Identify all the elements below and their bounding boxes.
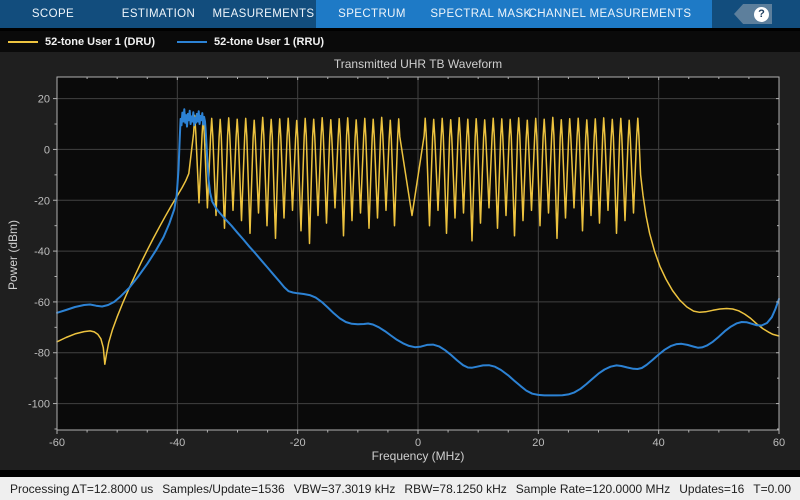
toolstrip-tabbar: SCOPE ESTIMATION MEASUREMENTS SPECTRUM S… (0, 0, 800, 28)
question-mark-icon: ? (754, 7, 769, 22)
tab-group-active: SPECTRUM SPECTRAL MASK CHANNEL MEASUREME… (316, 0, 712, 28)
svg-text:-80: -80 (34, 348, 50, 360)
svg-text:20: 20 (532, 437, 544, 449)
status-vbw: VBW=37.3019 kHz (294, 482, 396, 496)
tab-spectral-mask[interactable]: SPECTRAL MASK (428, 0, 534, 28)
y-axis-label: Power (dBm) (6, 145, 22, 365)
figure-panel: 52-tone User 1 (DRU) 52-tone User 1 (RRU… (0, 31, 800, 470)
tab-estimation[interactable]: ESTIMATION (106, 0, 211, 28)
tab-channel-measurements[interactable]: CHANNEL MEASUREMENTS (534, 0, 686, 28)
svg-text:0: 0 (44, 144, 50, 156)
svg-text:-60: -60 (34, 297, 50, 309)
status-delta-t: ΔT=12.8000 us (72, 482, 154, 496)
spectrum-analyzer-window: SCOPE ESTIMATION MEASUREMENTS SPECTRUM S… (0, 0, 800, 500)
spectrum-plot: -60 -40 -20 0 20 40 60 20 0 -20 -40 -60 -80 -100 (0, 31, 800, 470)
status-sample-rate: Sample Rate=120.0000 MHz (516, 482, 670, 496)
svg-text:-60: -60 (49, 437, 65, 449)
tab-scope[interactable]: SCOPE (0, 0, 106, 28)
status-rbw: RBW=78.1250 kHz (404, 482, 506, 496)
svg-text:40: 40 (653, 437, 665, 449)
svg-text:-100: -100 (28, 399, 50, 411)
svg-text:20: 20 (38, 94, 50, 106)
status-bar: Processing ΔT=12.8000 us Samples/Update=… (0, 477, 800, 500)
svg-text:-20: -20 (34, 195, 50, 207)
help-button[interactable]: ? (734, 4, 772, 24)
status-updates: Updates=16 (679, 482, 744, 496)
svg-text:60: 60 (773, 437, 785, 449)
tab-spectrum[interactable]: SPECTRUM (316, 0, 428, 28)
status-time: T=0.00 (753, 482, 791, 496)
status-state: Processing (10, 482, 72, 496)
tab-measurements[interactable]: MEASUREMENTS (211, 0, 316, 28)
svg-text:-40: -40 (169, 437, 185, 449)
svg-text:0: 0 (415, 437, 421, 449)
x-axis-label: Frequency (MHz) (57, 449, 779, 463)
svg-text:-40: -40 (34, 246, 50, 258)
status-samples-per-update: Samples/Update=1536 (162, 482, 284, 496)
svg-text:-20: -20 (290, 437, 306, 449)
